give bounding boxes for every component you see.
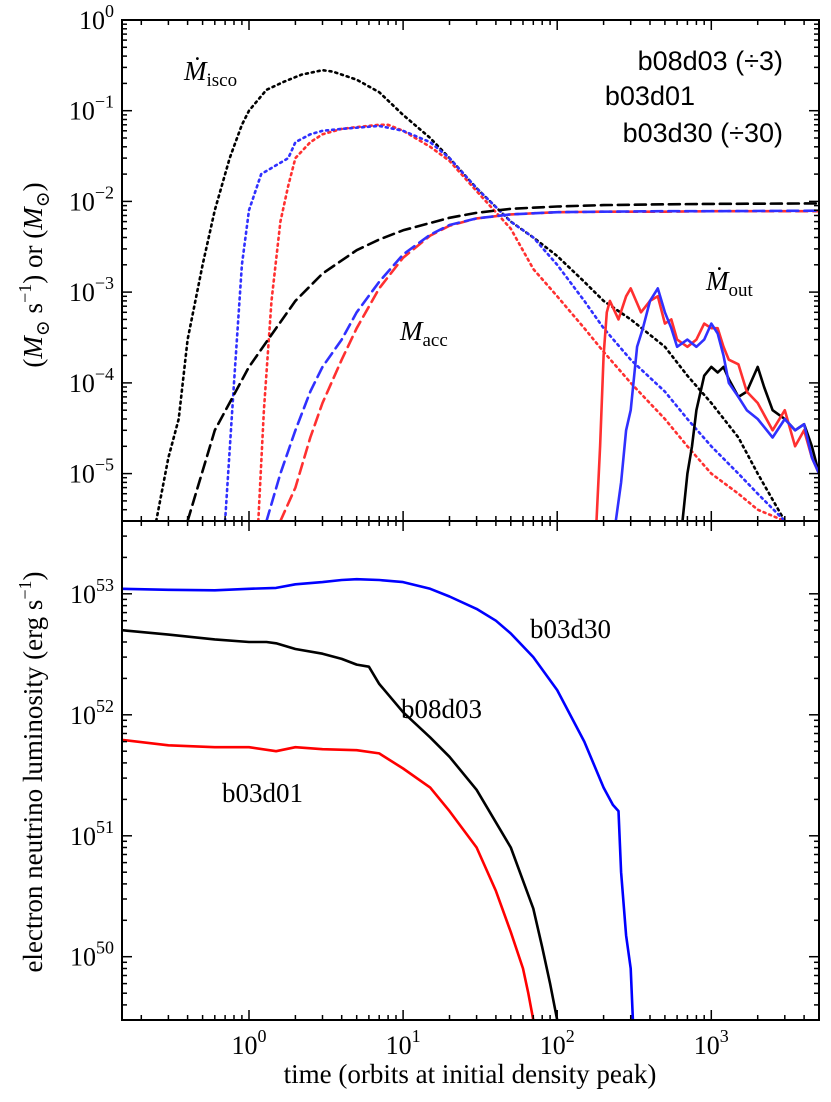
top-series-b03d30-isco: [223, 124, 787, 521]
bot-series-b08d03: [122, 628, 559, 1020]
legend-entry-b08d03: b08d03 (÷3): [638, 46, 783, 76]
top-y-tick-label: 10−4: [69, 364, 114, 398]
bottom-x-tick-labels: 100 101 102 103: [232, 1026, 729, 1060]
top-y-tick-label: 10−5: [69, 455, 114, 489]
label-b08d03: b08d03: [401, 694, 482, 724]
x-tick-label: 100: [232, 1026, 267, 1060]
annotation-m-acc: Macc: [399, 316, 448, 351]
annotation-mdot-isco: Ṁisco: [183, 56, 237, 91]
top-y-tick-label: 10−1: [69, 92, 114, 126]
top-series-b08d03-macc: [186, 202, 819, 521]
top-y-tick-label: 10−3: [69, 273, 114, 307]
top-series-group: [154, 68, 819, 521]
bot-series-b03d01: [122, 738, 535, 1020]
top-series-b08d03-out: [681, 365, 819, 521]
x-tick-label: 102: [540, 1026, 575, 1060]
bottom-y-tick-labels: 1050 1051 1052 1053: [70, 575, 114, 972]
top-series-b08d03-isco: [154, 68, 787, 521]
bot-y-tick-label: 1051: [70, 817, 114, 851]
label-b03d30: b03d30: [530, 614, 611, 644]
top-series-b03d30-macc: [265, 209, 819, 521]
legend-entry-b03d01: b03d01: [605, 81, 695, 111]
top-series-b03d01-macc: [279, 209, 819, 521]
top-panel: 100 10−1 10−2 10−3 10−4 10−5 (M⊙ s−1) or (M⊙)…: [15, 1, 820, 522]
x-axis-label: time (orbits at initial density peak): [284, 1059, 657, 1089]
bottom-y-axis-label: electron neutrino luminosity (erg s−1): [15, 571, 48, 972]
top-y-tick-label: 10−2: [69, 182, 114, 216]
top-series-b03d01-isco: [256, 123, 787, 521]
x-tick-label: 103: [694, 1026, 729, 1060]
annotation-mdot-out: Ṁout: [705, 266, 754, 301]
top-y-tick-label: 100: [79, 1, 114, 35]
bottom-panel: 1050 1051 1052 1053 100 101 102 103 electron n…: [15, 520, 820, 1089]
top-series-b03d30-out: [614, 287, 819, 521]
series-labels: b03d30 b08d03 b03d01: [222, 614, 611, 808]
legend-entry-b03d30: b03d30 (÷30): [623, 118, 783, 148]
bot-y-tick-label: 1050: [70, 938, 114, 972]
top-series-b03d01-out: [595, 287, 819, 521]
top-y-tick-labels: 100 10−1 10−2 10−3 10−4 10−5: [69, 1, 114, 489]
bottom-series-group: [122, 577, 635, 1020]
bottom-plot-frame: [121, 520, 820, 1021]
bot-y-tick-label: 1052: [70, 696, 114, 730]
annotations: Ṁisco Macc Ṁout: [183, 56, 754, 351]
x-tick-label: 101: [386, 1026, 421, 1060]
legend: b08d03 (÷3) b03d01 b03d30 (÷30): [605, 46, 783, 148]
top-y-axis-label: (M⊙ s−1) or (M⊙): [15, 182, 54, 367]
bottom-axis-ticks: [122, 520, 820, 1020]
bot-y-tick-label: 1053: [70, 575, 114, 609]
label-b03d01: b03d01: [222, 778, 303, 808]
bot-series-b03d30: [122, 577, 635, 1020]
